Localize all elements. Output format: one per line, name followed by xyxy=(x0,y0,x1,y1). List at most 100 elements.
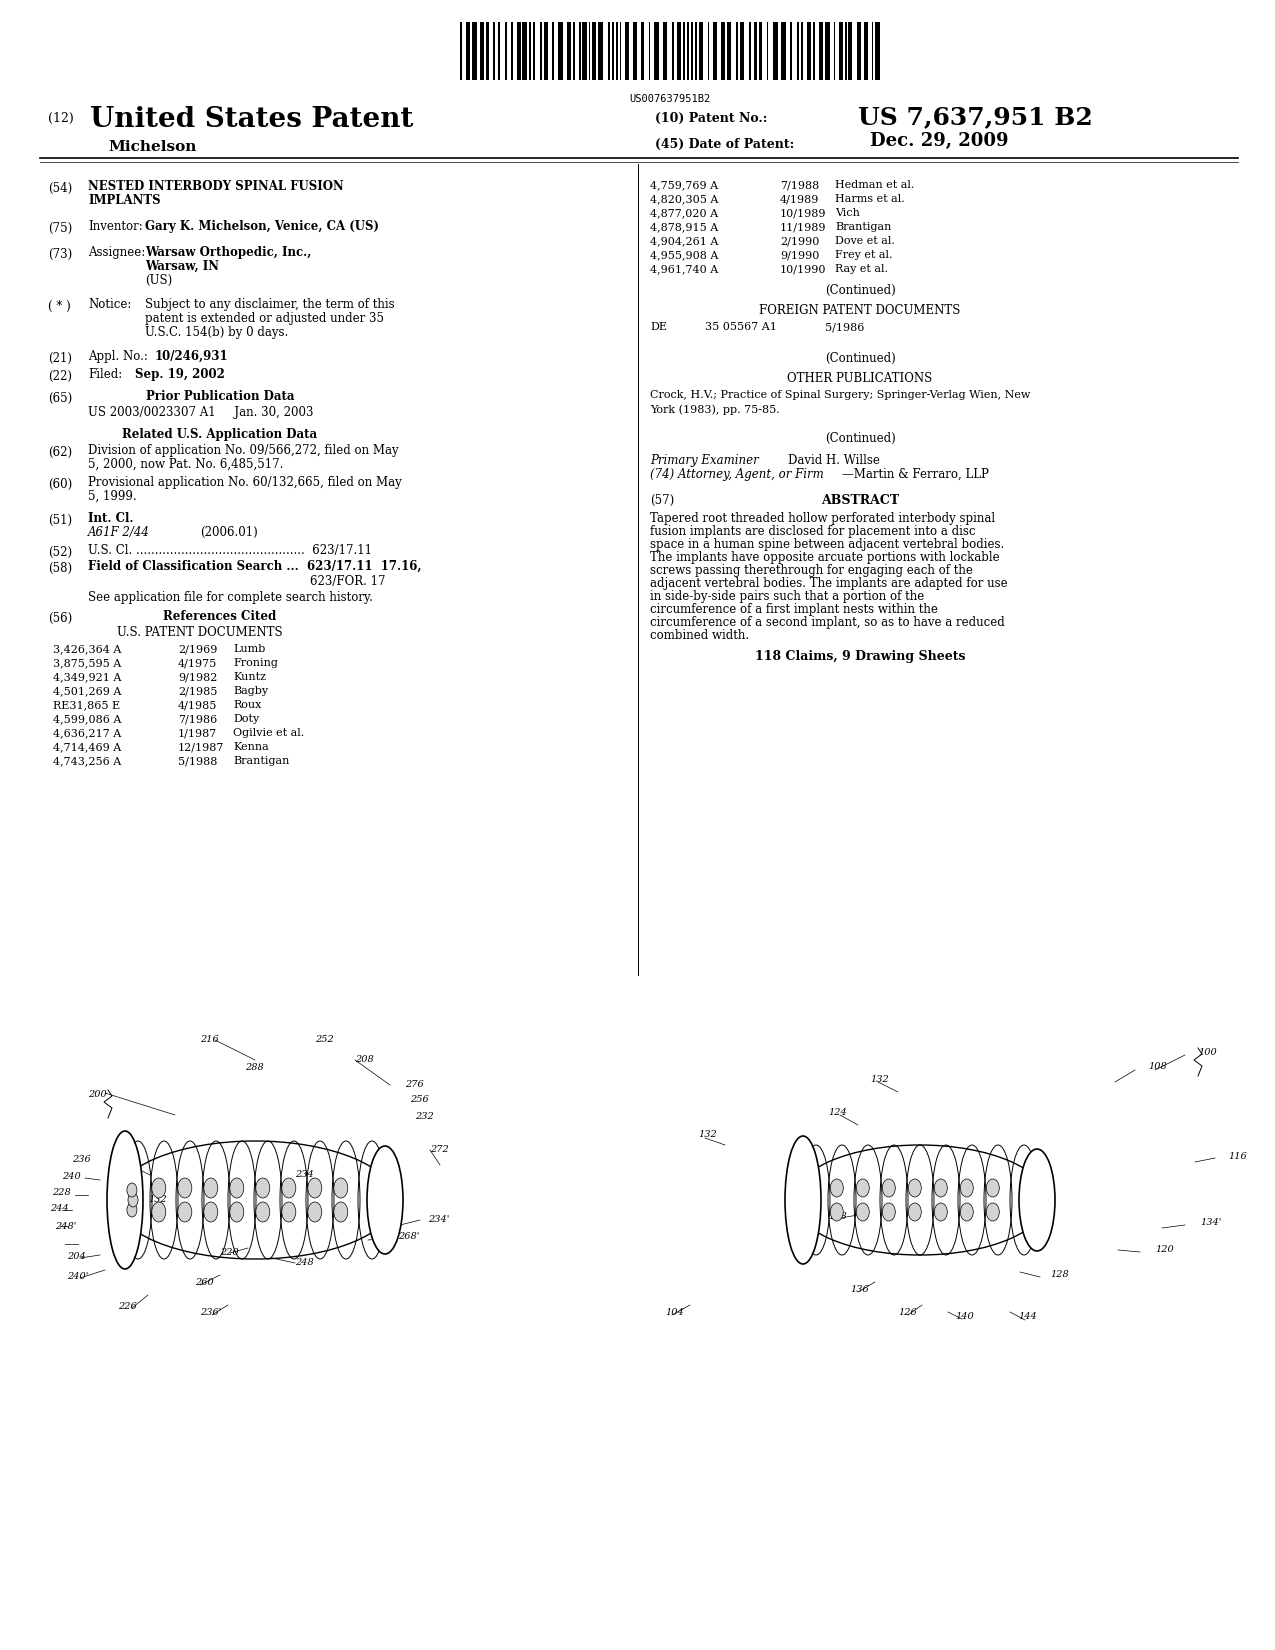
Bar xyxy=(672,21,674,79)
Text: Lumb: Lumb xyxy=(233,644,265,653)
Text: 4,599,086 A: 4,599,086 A xyxy=(54,714,121,724)
Text: US 7,637,951 B2: US 7,637,951 B2 xyxy=(858,106,1093,129)
Text: 272: 272 xyxy=(430,1145,449,1153)
Text: U.S.C. 154(b) by 0 days.: U.S.C. 154(b) by 0 days. xyxy=(145,327,288,338)
Text: (Continued): (Continued) xyxy=(825,284,895,297)
Text: Filed:: Filed: xyxy=(88,368,122,381)
Text: (10) Patent No.:: (10) Patent No.: xyxy=(655,112,768,125)
Bar xyxy=(755,21,757,79)
Bar xyxy=(460,21,462,79)
Text: circumference of a first implant nests within the: circumference of a first implant nests w… xyxy=(650,602,938,615)
Text: 134': 134' xyxy=(1200,1218,1221,1228)
Text: 4,878,915 A: 4,878,915 A xyxy=(650,223,718,233)
Text: 4,820,305 A: 4,820,305 A xyxy=(650,195,718,205)
Text: 118 Claims, 9 Drawing Sheets: 118 Claims, 9 Drawing Sheets xyxy=(755,650,965,663)
Text: 256: 256 xyxy=(411,1096,428,1104)
Text: 248: 248 xyxy=(295,1257,314,1267)
Text: Brantigan: Brantigan xyxy=(233,756,289,766)
Bar xyxy=(640,21,644,79)
Ellipse shape xyxy=(830,1180,843,1196)
Text: 4/1975: 4/1975 xyxy=(179,658,217,668)
Text: Brantigan: Brantigan xyxy=(835,223,891,233)
Ellipse shape xyxy=(785,1135,821,1264)
Ellipse shape xyxy=(960,1180,973,1196)
Ellipse shape xyxy=(367,1147,403,1254)
Bar xyxy=(820,21,824,79)
Bar xyxy=(766,21,769,79)
Ellipse shape xyxy=(204,1178,218,1198)
Text: 220: 220 xyxy=(110,1155,129,1163)
Ellipse shape xyxy=(935,1180,947,1196)
Ellipse shape xyxy=(177,1178,191,1198)
Text: (22): (22) xyxy=(48,370,71,383)
Bar xyxy=(677,21,681,79)
Bar xyxy=(875,21,880,79)
Text: 5, 1999.: 5, 1999. xyxy=(88,490,136,503)
Text: 240': 240' xyxy=(68,1272,88,1280)
Text: OTHER PUBLICATIONS: OTHER PUBLICATIONS xyxy=(788,371,932,384)
Text: 4,636,217 A: 4,636,217 A xyxy=(54,728,121,738)
Ellipse shape xyxy=(282,1201,296,1223)
Text: (51): (51) xyxy=(48,515,73,526)
Text: Harms et al.: Harms et al. xyxy=(835,195,905,205)
Text: (74) Attorney, Agent, or Firm: (74) Attorney, Agent, or Firm xyxy=(650,469,824,482)
Text: (73): (73) xyxy=(48,248,73,261)
Ellipse shape xyxy=(128,1193,138,1208)
Bar xyxy=(566,21,571,79)
Text: Appl. No.:: Appl. No.: xyxy=(88,350,148,363)
Text: 1/1987: 1/1987 xyxy=(179,728,217,738)
Text: space in a human spine between adjacent vertebral bodies.: space in a human spine between adjacent … xyxy=(650,538,1005,551)
Bar xyxy=(572,21,575,79)
Ellipse shape xyxy=(128,1183,136,1196)
Ellipse shape xyxy=(152,1201,166,1223)
Text: (56): (56) xyxy=(48,612,73,625)
Text: 12/1987: 12/1987 xyxy=(179,742,224,752)
Text: Michelson: Michelson xyxy=(108,140,196,153)
Text: 9/1990: 9/1990 xyxy=(780,251,820,261)
Text: 288: 288 xyxy=(245,1063,264,1073)
Bar xyxy=(801,21,803,79)
Text: Crock, H.V.; Practice of Spinal Surgery; Springer-Verlag Wien, New: Crock, H.V.; Practice of Spinal Surgery;… xyxy=(650,389,1030,399)
Text: 9/1982: 9/1982 xyxy=(179,672,217,681)
Bar xyxy=(872,21,873,79)
Bar xyxy=(695,21,697,79)
Text: 116: 116 xyxy=(1228,1152,1247,1162)
Text: Roux: Roux xyxy=(233,700,261,710)
Ellipse shape xyxy=(107,1130,143,1269)
Text: Dove et al.: Dove et al. xyxy=(835,236,895,246)
Bar xyxy=(486,21,490,79)
Text: Division of application No. 09/566,272, filed on May: Division of application No. 09/566,272, … xyxy=(88,444,399,457)
Text: FOREIGN PATENT DOCUMENTS: FOREIGN PATENT DOCUMENTS xyxy=(760,304,960,317)
Text: 4,743,256 A: 4,743,256 A xyxy=(54,756,121,766)
Bar xyxy=(687,21,690,79)
Bar xyxy=(505,21,507,79)
Text: 144: 144 xyxy=(1017,1312,1037,1322)
Bar xyxy=(722,21,725,79)
Text: 204: 204 xyxy=(68,1252,85,1261)
Text: Frey et al.: Frey et al. xyxy=(835,251,892,261)
Text: 228: 228 xyxy=(52,1188,70,1196)
Text: 35 05567 A1: 35 05567 A1 xyxy=(705,322,776,332)
Text: screws passing therethrough for engaging each of the: screws passing therethrough for engaging… xyxy=(650,564,973,578)
Bar xyxy=(834,21,835,79)
Text: 132: 132 xyxy=(870,1076,889,1084)
Text: 10/1990: 10/1990 xyxy=(780,264,826,274)
Text: Dec. 29, 2009: Dec. 29, 2009 xyxy=(870,132,1009,150)
Text: US 2003/0023307 A1     Jan. 30, 2003: US 2003/0023307 A1 Jan. 30, 2003 xyxy=(88,406,314,419)
Ellipse shape xyxy=(334,1201,348,1223)
Text: 3,426,364 A: 3,426,364 A xyxy=(54,644,121,653)
Text: (62): (62) xyxy=(48,446,73,459)
Bar xyxy=(552,21,553,79)
Bar xyxy=(740,21,743,79)
Text: 4,904,261 A: 4,904,261 A xyxy=(650,236,718,246)
Text: Ray et al.: Ray et al. xyxy=(835,264,887,274)
Ellipse shape xyxy=(256,1178,270,1198)
Text: IMPLANTS: IMPLANTS xyxy=(88,195,161,206)
Text: Vich: Vich xyxy=(835,208,859,218)
Text: United States Patent: United States Patent xyxy=(91,106,413,134)
Bar xyxy=(579,21,580,79)
Text: RE31,865 E: RE31,865 E xyxy=(54,700,120,710)
Text: 5/1988: 5/1988 xyxy=(179,756,217,766)
Bar xyxy=(544,21,548,79)
Bar xyxy=(663,21,667,79)
